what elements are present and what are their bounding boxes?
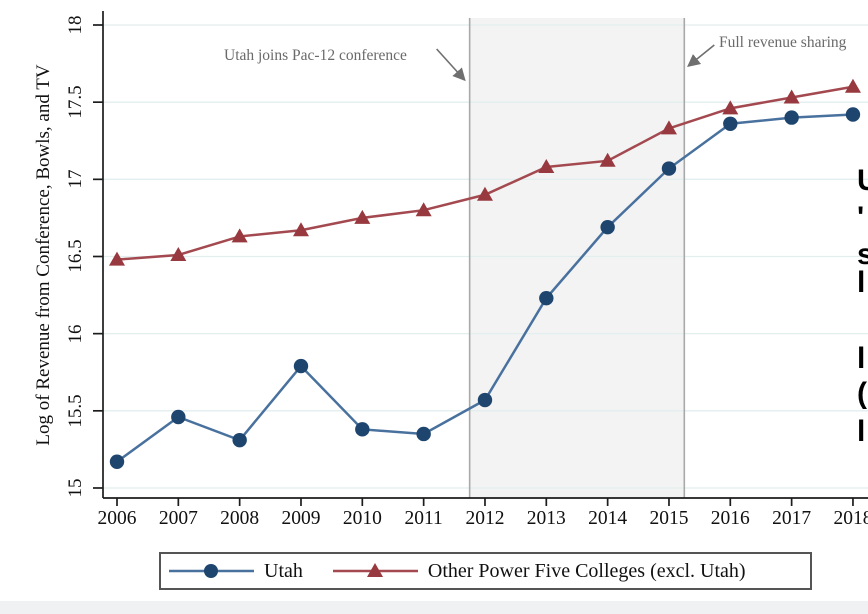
- x-tick-label: 2016: [710, 508, 750, 529]
- power-five-marker: [476, 186, 493, 201]
- x-tick-label: 2012: [465, 508, 505, 529]
- power-five-marker: [538, 158, 555, 173]
- power-five-marker: [722, 100, 739, 115]
- x-tick-label: 2007: [158, 508, 198, 529]
- legend-label-utah: Utah: [264, 559, 303, 582]
- utah-marker: [723, 116, 738, 131]
- utah-marker: [171, 409, 186, 425]
- edge-text-fragment: l: [857, 266, 866, 299]
- utah-marker: [539, 290, 554, 306]
- y-axis-title: Log of Revenue from Conference, Bowls, a…: [33, 64, 54, 446]
- y-tick-label: 17.5: [65, 85, 86, 119]
- utah-marker: [355, 422, 370, 437]
- annotation-full-revenue-sharing: Full revenue sharing: [719, 34, 847, 51]
- y-tick-label: 17: [65, 169, 86, 189]
- power-five-marker: [599, 152, 616, 167]
- edge-text-fragment: (: [857, 377, 867, 410]
- annotation-pac12: Utah joins Pac-12 conference: [224, 47, 407, 64]
- edge-text-fragment: l: [857, 342, 866, 375]
- x-tick-label: 2011: [404, 508, 443, 529]
- power-five-marker: [844, 78, 861, 93]
- edge-text-fragment: ': [857, 201, 865, 234]
- utah-marker: [416, 426, 431, 442]
- utah-marker: [293, 358, 309, 374]
- utah-marker: [109, 454, 125, 469]
- revenue-sharing-arrow-icon: [687, 44, 715, 68]
- shaded-region: [469, 18, 685, 498]
- x-tick-label: 2008: [220, 508, 260, 529]
- utah-marker: [232, 432, 247, 448]
- power-five-marker: [354, 209, 371, 224]
- x-tick-label: 2014: [588, 508, 628, 529]
- x-tick-label: 2009: [281, 508, 321, 529]
- utah-marker: [600, 219, 615, 235]
- y-tick-label: 16.5: [65, 239, 86, 274]
- utah-marker: [784, 110, 799, 125]
- x-tick-label: 2010: [342, 508, 382, 529]
- utah-marker: [477, 392, 493, 408]
- power-five-marker: [231, 228, 248, 243]
- y-tick-label: 15.5: [65, 394, 86, 428]
- x-tick-label: 2018: [833, 508, 868, 529]
- legend-label-power-five: Other Power Five Colleges (excl. Utah): [427, 559, 746, 582]
- power-five-marker: [660, 120, 677, 135]
- utah-line-sample-icon: [169, 564, 254, 578]
- power-five-marker: [292, 222, 309, 237]
- legend: Utah Other Power Five Colleges (excl. Ut…: [159, 552, 812, 590]
- edge-text-fragment: s: [857, 238, 868, 271]
- pac12-arrow-icon: [436, 48, 466, 82]
- y-tick-label: 18: [65, 15, 86, 35]
- power-five-marker: [109, 251, 125, 266]
- y-tick-label: 16: [65, 324, 86, 344]
- edge-text-fragment: U: [857, 164, 868, 197]
- x-tick-label: 2013: [526, 508, 566, 529]
- power-five-marker: [415, 202, 432, 217]
- page-bottom-strip: [0, 601, 868, 614]
- power-five-marker: [783, 89, 800, 104]
- edge-text-fragment: l: [857, 415, 866, 448]
- y-tick-label: 15: [65, 478, 86, 498]
- power-five-line-sample-icon: [332, 563, 418, 577]
- utah-marker: [845, 107, 861, 122]
- x-tick-label: 2006: [97, 508, 137, 529]
- utah-marker: [661, 161, 677, 176]
- power-five-marker: [170, 246, 187, 261]
- x-tick-label: 2015: [649, 508, 689, 529]
- x-tick-label: 2017: [772, 508, 812, 529]
